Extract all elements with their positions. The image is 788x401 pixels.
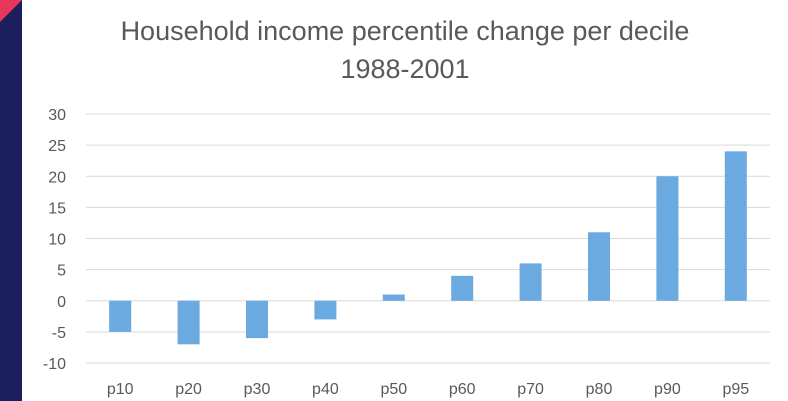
x-tick-label: p20 bbox=[175, 381, 202, 398]
y-axis-ticks: 30 25 20 15 10 5 0 -5 -10 bbox=[43, 107, 66, 373]
x-tick-label: p50 bbox=[380, 381, 407, 398]
y-tick-label: 20 bbox=[48, 169, 66, 186]
x-tick-label: p10 bbox=[107, 381, 134, 398]
bar-p95 bbox=[724, 151, 747, 301]
chart-subtitle: 1988-2001 bbox=[340, 54, 470, 84]
bar-p50 bbox=[382, 294, 405, 301]
y-tick-label: 10 bbox=[48, 232, 66, 249]
bar-p30 bbox=[246, 300, 268, 339]
bar-p60 bbox=[451, 275, 474, 301]
corner-accent bbox=[0, 0, 22, 22]
chart-title: Household income percentile change per d… bbox=[120, 16, 690, 46]
x-tick-label: p30 bbox=[244, 381, 271, 398]
bar-p10 bbox=[109, 300, 132, 332]
x-tick-label: p95 bbox=[722, 381, 749, 398]
y-tick-label: 30 bbox=[48, 107, 66, 124]
y-tick-label: 15 bbox=[48, 200, 66, 217]
x-tick-label: p60 bbox=[449, 381, 476, 398]
y-tick-label: 0 bbox=[57, 294, 66, 311]
y-tick-label: -10 bbox=[43, 356, 66, 373]
chart-title-block: Household income percentile change per d… bbox=[22, 12, 788, 88]
bar-p70 bbox=[519, 263, 542, 301]
x-tick-label: p70 bbox=[517, 381, 544, 398]
x-tick-label: p80 bbox=[586, 381, 613, 398]
y-tick-label: -5 bbox=[52, 325, 66, 342]
bar-p40 bbox=[314, 300, 337, 320]
y-tick-label: 5 bbox=[57, 263, 66, 280]
x-tick-label: p90 bbox=[654, 381, 681, 398]
x-axis-ticks: p10 p20 p30 p40 p50 p60 p70 p80 p90 p95 bbox=[107, 381, 749, 398]
x-tick-label: p40 bbox=[312, 381, 339, 398]
y-tick-label: 25 bbox=[48, 138, 66, 155]
bar-p20 bbox=[177, 300, 200, 345]
bar-p80 bbox=[588, 232, 610, 301]
decorative-sidebar bbox=[0, 0, 22, 401]
bar-p90 bbox=[656, 176, 679, 301]
grid-lines bbox=[86, 113, 770, 364]
bars bbox=[109, 151, 747, 345]
